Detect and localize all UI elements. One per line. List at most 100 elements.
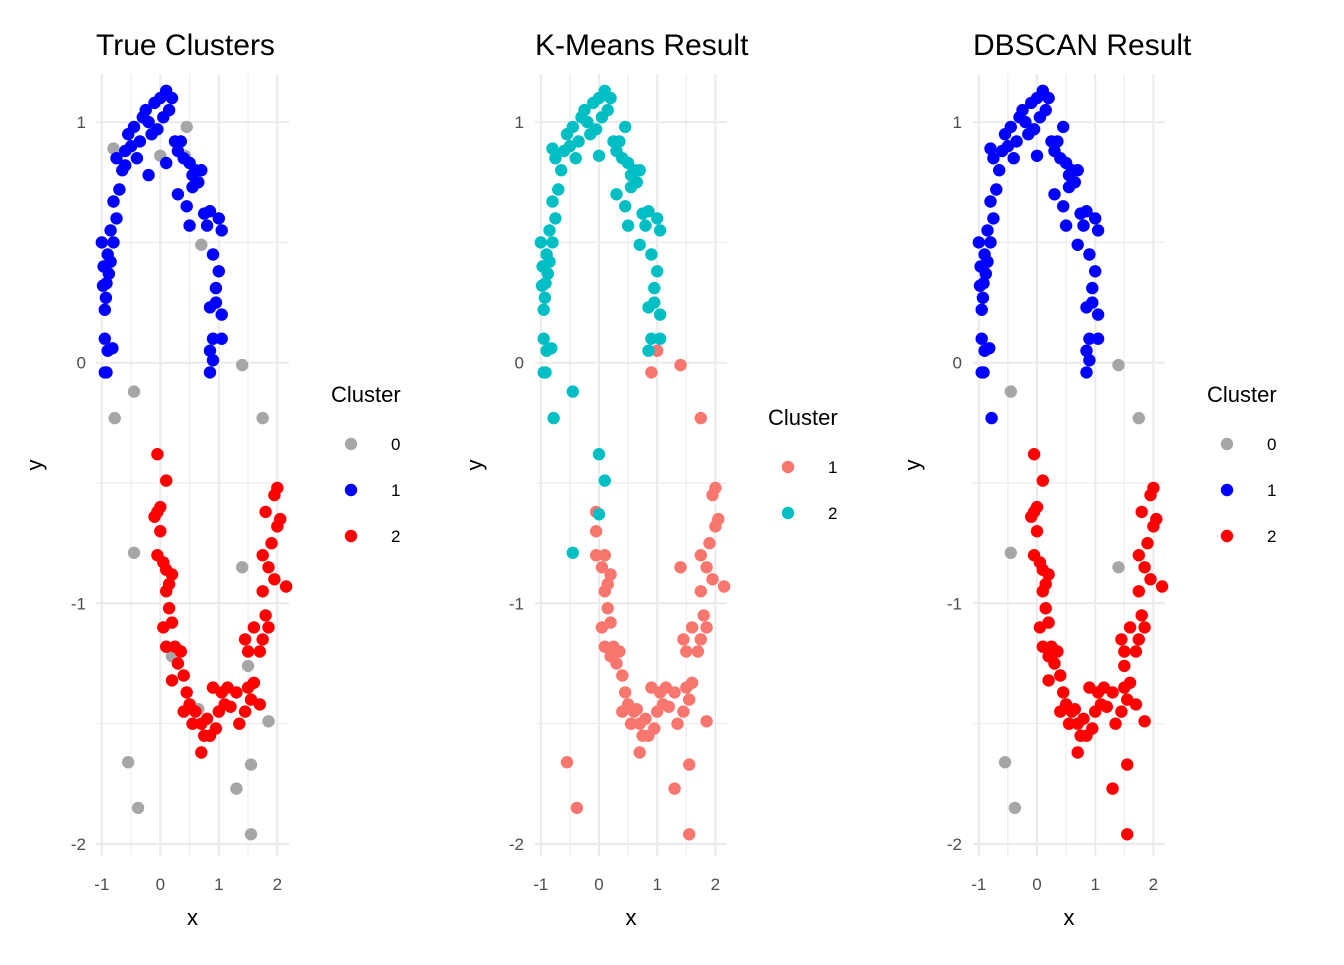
data-point <box>154 500 167 514</box>
data-point <box>668 782 681 795</box>
data-point <box>546 142 559 155</box>
data-point <box>604 568 617 581</box>
data-point <box>534 236 547 249</box>
x-tick-label: -1 <box>533 875 548 894</box>
data-point <box>976 291 990 304</box>
data-point <box>256 549 269 562</box>
data-point <box>598 585 611 598</box>
x-tick-label: 1 <box>214 875 223 894</box>
data-point <box>700 561 713 574</box>
data-point <box>1121 758 1134 771</box>
data-point <box>127 385 141 398</box>
data-point <box>648 722 661 735</box>
data-point <box>230 782 243 795</box>
data-point <box>203 366 217 379</box>
data-point <box>1083 248 1096 261</box>
data-point <box>595 561 609 574</box>
data-point <box>165 568 179 581</box>
data-point <box>685 621 699 634</box>
data-point <box>592 448 606 461</box>
series-1 <box>560 344 731 841</box>
data-point <box>1083 332 1096 345</box>
data-point <box>203 344 217 357</box>
data-point <box>165 91 179 105</box>
data-point <box>572 135 585 148</box>
data-point <box>142 115 155 129</box>
data-point <box>604 650 617 663</box>
x-tick-label: 2 <box>273 875 282 894</box>
data-point <box>1123 621 1137 634</box>
data-point <box>1057 200 1070 213</box>
data-point <box>209 296 223 309</box>
legend-title: Cluster <box>331 382 401 407</box>
y-axis-title: y <box>462 460 487 471</box>
data-point <box>247 621 261 634</box>
data-point <box>244 828 258 841</box>
data-point <box>979 267 992 280</box>
data-point <box>697 609 710 622</box>
data-point <box>1132 633 1146 646</box>
y-axis-title: y <box>900 460 925 471</box>
data-point <box>1083 354 1096 367</box>
data-point <box>262 621 275 634</box>
data-point <box>1135 609 1148 622</box>
data-point <box>108 411 121 425</box>
data-point <box>215 308 228 321</box>
data-point <box>648 296 661 309</box>
series-2 <box>148 448 293 759</box>
data-point <box>98 303 112 316</box>
y-tick-label: 1 <box>77 113 86 132</box>
panel-3: -1 0 1 2 -2 -1 0 1 DBSCAN Result x y Cluster 0 1 2 <box>900 29 1277 930</box>
panel-2: -1 0 1 2 -2 -1 0 1 K-Means Result x y Cluster 1 2 <box>462 29 838 930</box>
data-point <box>265 537 278 550</box>
data-point <box>1080 205 1093 218</box>
series-0 <box>998 358 1146 815</box>
data-point <box>262 715 275 728</box>
data-point <box>1109 717 1122 730</box>
data-point <box>604 616 617 629</box>
legend-label: 0 <box>1267 435 1276 454</box>
data-point <box>642 205 655 218</box>
data-point <box>998 756 1012 769</box>
data-point <box>616 705 629 718</box>
legend-label: 2 <box>828 504 837 523</box>
data-point <box>616 669 629 682</box>
y-tick-label: 0 <box>515 354 524 373</box>
data-point <box>1144 573 1157 586</box>
data-point <box>1004 385 1017 398</box>
data-point <box>1071 164 1084 177</box>
data-point <box>1091 308 1105 321</box>
legend-label: 2 <box>1267 527 1276 546</box>
data-point <box>674 358 687 372</box>
data-point <box>160 585 173 598</box>
data-point <box>709 481 722 495</box>
data-point <box>101 248 114 261</box>
data-point <box>680 645 693 658</box>
data-point <box>598 474 611 487</box>
data-point <box>165 674 179 687</box>
data-point <box>630 703 643 716</box>
data-point <box>1091 224 1105 237</box>
data-point <box>177 705 190 718</box>
data-point <box>703 537 716 550</box>
data-point <box>98 332 112 345</box>
data-point <box>648 281 661 295</box>
y-tick-label: -1 <box>947 594 962 613</box>
data-point <box>683 693 696 706</box>
data-point <box>706 573 719 586</box>
data-point <box>253 645 266 658</box>
data-point <box>212 212 225 225</box>
data-point <box>279 580 293 593</box>
legend-key <box>344 483 358 497</box>
data-point <box>195 746 208 759</box>
data-point <box>162 602 176 615</box>
legend: Cluster 0 1 2 <box>1207 382 1277 546</box>
data-point <box>1115 633 1128 646</box>
data-point <box>256 585 269 598</box>
data-point <box>537 303 550 316</box>
legend-key <box>1220 483 1234 497</box>
data-point <box>1019 115 1032 129</box>
data-point <box>589 525 603 538</box>
y-tick-label: -1 <box>71 594 86 613</box>
